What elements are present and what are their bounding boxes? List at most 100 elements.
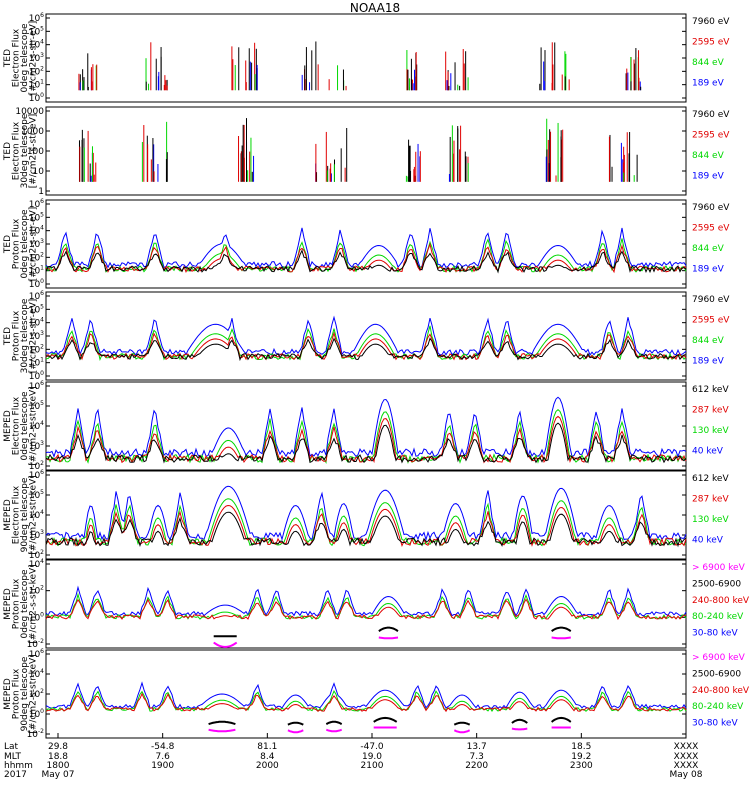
y-tick-label: 104 <box>29 420 44 432</box>
y-axis-label: Electron Flux <box>12 485 22 544</box>
y-axis-label: MEPED <box>3 678 13 710</box>
flux-series-blue <box>45 396 687 458</box>
x-axis-tick-value: 2200 <box>465 761 488 771</box>
flux-series-magenta <box>325 728 343 733</box>
y-tick-label: 103 <box>29 330 44 342</box>
legend-entry: 130 keV <box>692 426 729 436</box>
y-axis-label: [#/cm2-s-str-eV] <box>29 207 39 282</box>
legend-entry: 7960 eV <box>692 295 730 305</box>
flux-series-black <box>551 626 572 632</box>
y-tick-label: 104 <box>29 225 44 237</box>
flux-series-black <box>45 511 687 548</box>
x-axis-tick-value: -54.8 <box>151 742 175 752</box>
y-tick-label: 103 <box>29 238 44 250</box>
y-axis-label: Electron Flux <box>12 28 22 87</box>
legend-entry: 2595 eV <box>692 131 730 141</box>
y-axis-label: TED <box>3 142 13 161</box>
y-tick-label: 104 <box>29 558 44 570</box>
y-tick-label: 100 <box>29 370 44 382</box>
flux-series-black <box>378 626 399 632</box>
y-tick-label: 106 <box>29 648 44 660</box>
x-axis-tick-value: 8.4 <box>260 752 275 762</box>
legend-entry: 844 eV <box>692 244 725 254</box>
legend-entry: 189 eV <box>692 265 725 275</box>
flux-series-magenta <box>551 636 571 640</box>
x-axis-tick-value: 2100 <box>361 761 384 771</box>
panel-frame <box>45 13 687 103</box>
x-axis-tick-value: 1800 <box>47 761 70 771</box>
flux-series-magenta <box>208 728 236 733</box>
x-axis-tick-value: May 07 <box>42 770 75 780</box>
legend-entry: 2595 eV <box>692 316 730 326</box>
legend-entry: 80-240 keV <box>692 702 744 712</box>
y-tick-label: 102 <box>29 549 44 561</box>
flux-series-red <box>45 598 686 621</box>
y-tick-label: 106 <box>29 198 44 210</box>
y-tick-label: 1 <box>38 187 44 197</box>
flux-series-black <box>325 720 343 725</box>
legend-entry: > 6900 keV <box>692 563 746 573</box>
x-axis-tick-value: 19.0 <box>362 752 382 762</box>
x-axis-tick-value: May 08 <box>670 770 703 780</box>
y-tick-label: 105 <box>29 25 44 37</box>
legend-entry: 240-800 keV <box>692 686 750 696</box>
y-axis-label: [#/cm2-s-str-keV] <box>29 564 39 643</box>
x-axis-row-label: hhmm <box>4 761 33 771</box>
y-axis-label: MEPED <box>3 499 13 531</box>
legend-entry: 2500-6900 <box>692 579 741 589</box>
legend-entry: 2500-6900 <box>692 669 741 679</box>
legend-entry: 844 eV <box>692 58 725 68</box>
x-axis-tick-value: 2300 <box>570 761 593 771</box>
x-axis-tick-value: 18.8 <box>48 752 68 762</box>
y-tick-label: 10 <box>33 167 45 177</box>
y-axis-label: [#/cm2-s-str-eV] <box>29 114 39 189</box>
flux-series-black <box>45 337 687 362</box>
y-tick-label: 105 <box>29 303 44 315</box>
legend-entry: 844 eV <box>692 336 725 346</box>
legend-entry: 40 keV <box>692 536 724 546</box>
y-axis-label: MEPED <box>3 410 13 442</box>
y-axis-label: TED <box>3 49 13 68</box>
y-tick-label: 102 <box>29 343 44 355</box>
y-tick-label: 100 <box>29 708 44 720</box>
y-axis-label: 90deg telescope <box>20 477 30 552</box>
flux-series-red <box>45 692 687 713</box>
legend-entry: 130 keV <box>692 515 729 525</box>
x-axis-tick-value: 29.8 <box>48 742 68 752</box>
y-tick-label: 106 <box>29 469 44 481</box>
x-axis-tick-value: 13.7 <box>467 742 487 752</box>
y-tick-label: 100 <box>27 147 44 157</box>
x-axis-tick-value: -47.0 <box>360 742 384 752</box>
y-tick-label: 10-2 <box>27 728 45 740</box>
x-axis-tick-value: 2000 <box>256 761 279 771</box>
legend-entry: 612 keV <box>692 474 729 484</box>
legend-entry: 240-800 keV <box>692 596 750 606</box>
flux-series-blue <box>45 227 687 269</box>
y-tick-label: 103 <box>29 52 44 64</box>
flux-series-magenta <box>453 729 471 734</box>
panel-frame <box>45 470 687 560</box>
y-axis-label: 0deg telescope <box>20 391 30 461</box>
legend-entry: 40 keV <box>692 447 724 457</box>
y-tick-label: 104 <box>29 509 44 521</box>
flux-series-blue <box>45 315 687 357</box>
legend-entry: 7960 eV <box>692 203 730 213</box>
y-axis-label: 90deg telescope <box>20 656 30 731</box>
y-tick-label: 106 <box>29 290 44 302</box>
y-axis-label: [#/cm2-s-str-keV] <box>29 654 39 733</box>
x-axis-row-label: MLT <box>4 752 22 762</box>
y-tick-label: 102 <box>29 585 44 597</box>
x-axis-tick-value: XXXX <box>674 752 699 762</box>
flux-series-black <box>551 716 572 723</box>
y-axis-label: [#/cm2-s-str-eV] <box>29 21 39 96</box>
y-tick-label: 101 <box>29 265 44 277</box>
y-tick-label: 106 <box>29 12 44 24</box>
flux-series-blue <box>45 681 687 710</box>
x-axis-tick-value: 7.3 <box>470 752 484 762</box>
